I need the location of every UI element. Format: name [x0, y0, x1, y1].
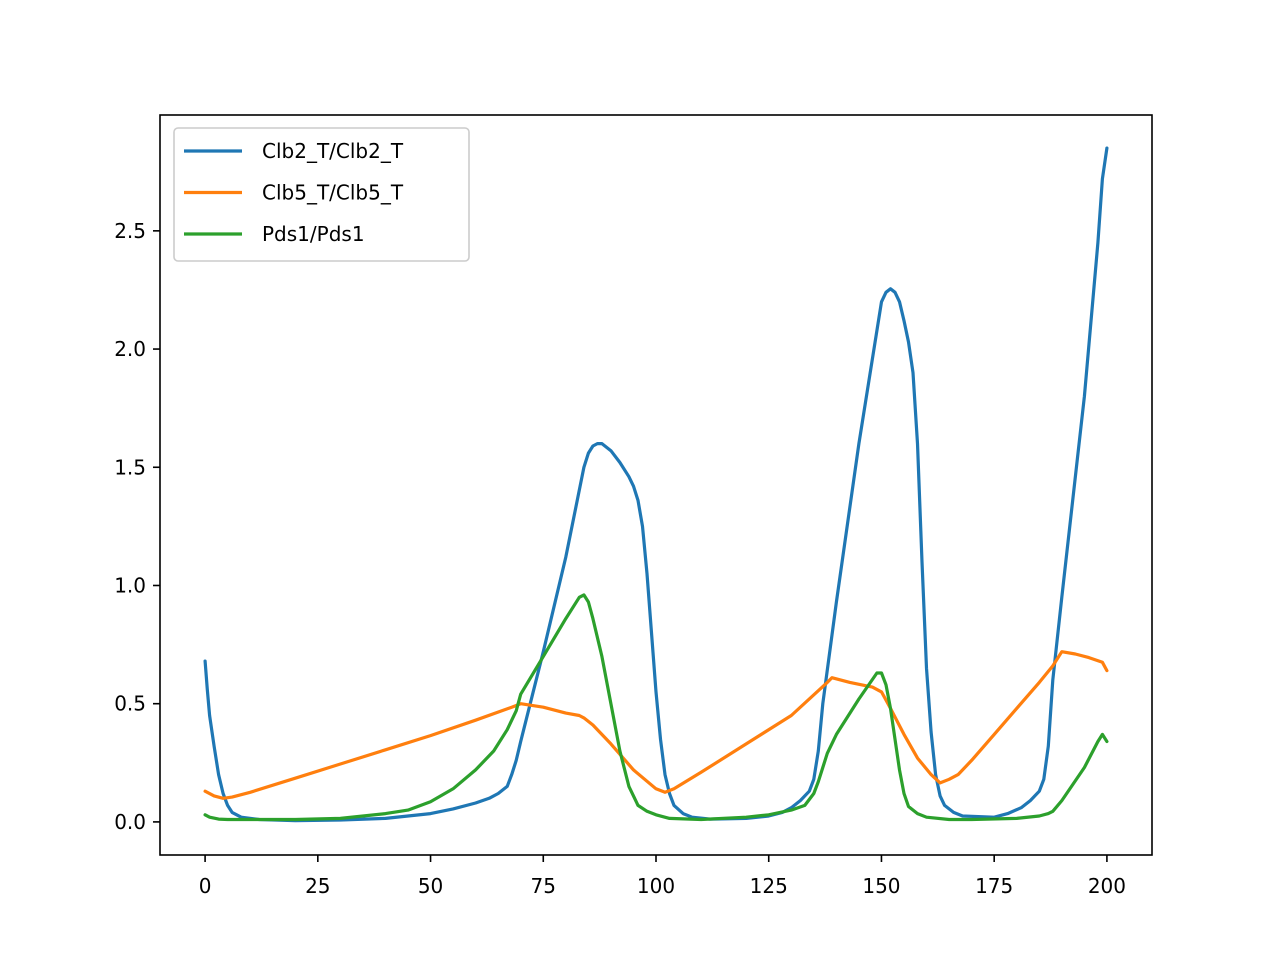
- series-line-0: [203, 146, 1109, 823]
- legend-box: [173, 127, 470, 262]
- x-tick-label: 0: [199, 874, 212, 898]
- x-tick-label: 25: [305, 874, 330, 898]
- y-tick-label: 2.0: [114, 337, 146, 361]
- y-tick-label: 1.0: [114, 573, 146, 597]
- x-tick-label: 150: [862, 874, 900, 898]
- legend: Clb2_T/Clb2_T Clb5_T/Clb5_T Pds1/Pds1: [173, 127, 470, 262]
- x-tick-label: 200: [1088, 874, 1126, 898]
- y-tick-label: 2.5: [114, 219, 146, 243]
- y-axis: 0.0 0.5 1.0 1.5 2.0 2.5: [114, 219, 160, 834]
- x-tick-label: 125: [750, 874, 788, 898]
- series-line-1: [203, 650, 1109, 800]
- y-tick-label: 0.0: [114, 810, 146, 834]
- x-axis: 0 25 50 75 100 125 150 175 200: [199, 855, 1126, 898]
- y-tick-label: 1.5: [114, 455, 146, 479]
- y-tick-label: 0.5: [114, 692, 146, 716]
- plot-area: [203, 146, 1109, 823]
- legend-label-0: Clb2_T/Clb2_T: [262, 139, 404, 163]
- x-tick-label: 50: [418, 874, 443, 898]
- x-tick-label: 75: [531, 874, 556, 898]
- x-tick-label: 100: [637, 874, 675, 898]
- x-tick-label: 175: [975, 874, 1013, 898]
- legend-label-1: Clb5_T/Clb5_T: [262, 181, 404, 205]
- legend-label-2: Pds1/Pds1: [262, 222, 365, 246]
- series-line-2: [203, 593, 1109, 822]
